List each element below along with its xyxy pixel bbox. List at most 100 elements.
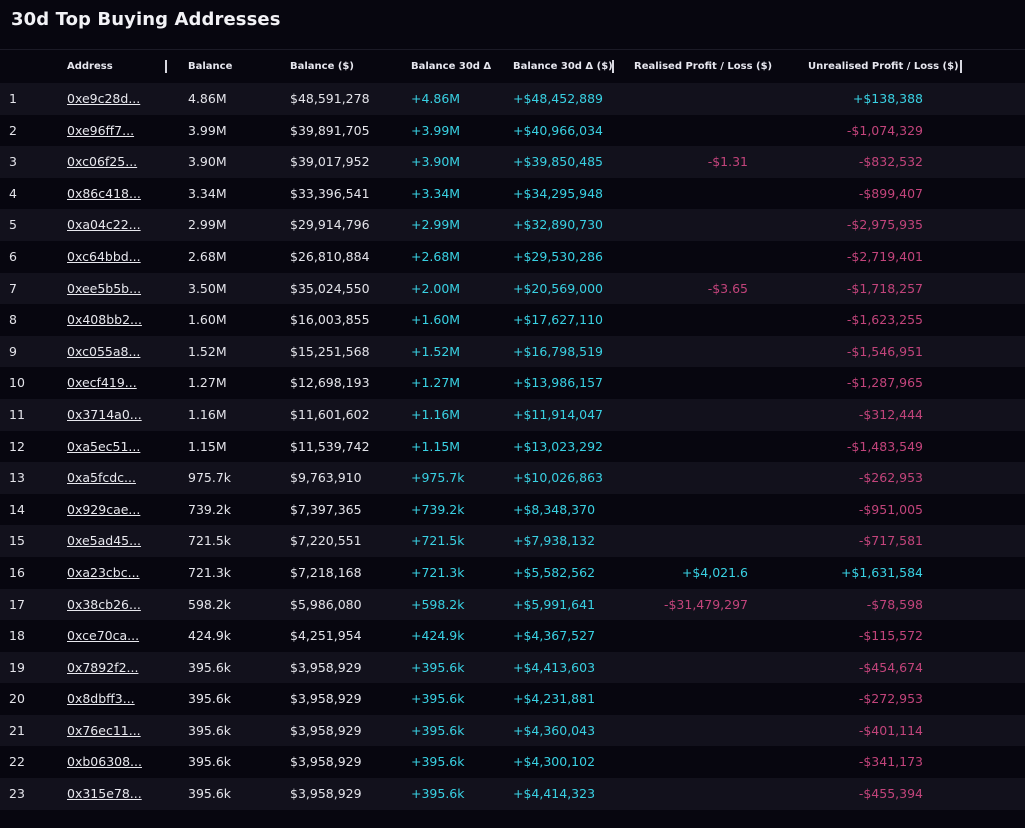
balance-usd-cell: $29,914,796	[290, 217, 370, 233]
unrealised-cell: -$115,572	[858, 628, 923, 644]
balance-30d-usd-cell: +$7,938,132	[513, 533, 596, 549]
address-link[interactable]: 0x8dbff3...	[67, 691, 135, 707]
balance-usd-cell: $7,218,168	[290, 564, 362, 580]
address-link[interactable]: 0xce70ca...	[67, 628, 140, 644]
balance-30d-cell: +424.9k	[411, 628, 465, 644]
balance-cell: 395.6k	[188, 722, 232, 738]
address-link[interactable]: 0x76ec11...	[67, 722, 141, 738]
balance-30d-cell: +1.16M	[411, 406, 461, 422]
unrealised-cell: -$272,953	[858, 691, 923, 707]
address-link[interactable]: 0x929cae...	[67, 501, 141, 517]
column-resize-handle[interactable]	[165, 60, 167, 73]
address-link[interactable]: 0xa04c22...	[67, 217, 141, 233]
unrealised-cell: -$2,719,401	[846, 248, 923, 264]
row-index: 6	[9, 248, 17, 264]
balance-usd-cell: $5,986,080	[290, 596, 362, 612]
balance-usd-cell: $3,958,929	[290, 691, 362, 707]
address-link[interactable]: 0x7892f2...	[67, 659, 139, 675]
column-header-address[interactable]: Address	[67, 61, 113, 72]
balance-30d-usd-cell: +$48,452,889	[513, 91, 603, 106]
realised-cell: -$31,479,297	[663, 596, 748, 612]
column-resize-handle[interactable]	[612, 60, 614, 73]
column-header-balance[interactable]: Balance	[188, 61, 233, 72]
address-link[interactable]: 0x38cb26...	[67, 596, 141, 612]
unrealised-cell: -$455,394	[858, 786, 923, 802]
table-row: 8 0x408bb2... 1.60M $16,003,855 +1.60M +$17,6…	[0, 304, 1025, 336]
balance-30d-cell: +1.52M	[411, 343, 461, 359]
balance-usd-cell: $3,958,929	[290, 722, 362, 738]
address-link[interactable]: 0xc06f25...	[67, 154, 138, 170]
balance-usd-cell: $7,220,551	[290, 533, 362, 549]
balance-30d-usd-cell: +$40,966,034	[513, 122, 603, 138]
balance-30d-usd-cell: +$29,530,286	[513, 248, 603, 264]
address-link[interactable]: 0x408bb2...	[67, 312, 142, 328]
unrealised-cell: +$1,631,584	[840, 564, 923, 580]
table-row: 10 0xecf419... 1.27M $12,698,193 +1.27M +$13,…	[0, 367, 1025, 399]
balance-usd-cell: $26,810,884	[290, 248, 370, 264]
addresses-table: Address Balance Balance ($) Balance 30d …	[0, 50, 1025, 810]
address-link[interactable]: 0xb06308...	[67, 754, 142, 770]
panel-title: 30d Top Buying Addresses	[11, 9, 281, 30]
row-index: 13	[9, 470, 25, 486]
address-link[interactable]: 0xa23cbc...	[67, 564, 140, 580]
table-row: 2 0xe96ff7... 3.99M $39,891,705 +3.99M +$40,9…	[0, 114, 1025, 147]
balance-cell: 3.99M	[188, 122, 227, 138]
balance-30d-usd-cell: +$11,914,047	[513, 406, 603, 422]
row-index: 7	[9, 280, 17, 296]
unrealised-cell: -$2,975,935	[846, 217, 923, 233]
address-link[interactable]: 0xc64bbd...	[67, 248, 141, 264]
address-link[interactable]: 0xe9c28d...	[67, 91, 141, 106]
address-link[interactable]: 0xecf419...	[67, 375, 137, 391]
balance-cell: 395.6k	[188, 659, 232, 675]
address-link[interactable]: 0xe96ff7...	[67, 122, 135, 138]
table-row: 17 0x38cb26... 598.2k $5,986,080 +598.2k +$5,…	[0, 588, 1025, 621]
column-resize-handle[interactable]	[960, 60, 962, 73]
unrealised-cell: -$717,581	[858, 533, 923, 549]
address-link[interactable]: 0x3714a0...	[67, 406, 142, 422]
balance-30d-cell: +2.00M	[411, 280, 461, 296]
column-header-balance-usd[interactable]: Balance ($)	[290, 61, 354, 72]
address-link[interactable]: 0x315e78...	[67, 786, 142, 802]
balance-usd-cell: $33,396,541	[290, 185, 370, 201]
address-link[interactable]: 0xa5ec51...	[67, 438, 141, 454]
address-link[interactable]: 0x86c418...	[67, 185, 141, 201]
address-link[interactable]: 0xe5ad45...	[67, 533, 142, 549]
table-row: 19 0x7892f2... 395.6k $3,958,929 +395.6k +$4,…	[0, 651, 1025, 684]
column-header-balance-30d-usd[interactable]: Balance 30d Δ ($)	[513, 61, 613, 72]
balance-30d-usd-cell: +$4,367,527	[513, 628, 596, 644]
address-link[interactable]: 0xee5b5b...	[67, 280, 142, 296]
balance-30d-usd-cell: +$10,026,863	[513, 470, 603, 486]
balance-cell: 395.6k	[188, 691, 232, 707]
balance-30d-usd-cell: +$13,023,292	[513, 438, 603, 454]
balance-30d-cell: +721.3k	[411, 564, 465, 580]
balance-cell: 739.2k	[188, 501, 232, 517]
unrealised-cell: -$1,546,951	[846, 343, 923, 359]
row-index: 14	[9, 501, 25, 517]
balance-30d-usd-cell: +$4,231,881	[513, 691, 596, 707]
table-row: 1 0xe9c28d... 4.86M $48,591,278 +4.86M +$48,4…	[0, 83, 1025, 115]
row-index: 5	[9, 217, 17, 233]
balance-cell: 395.6k	[188, 786, 232, 802]
column-header-balance-30d[interactable]: Balance 30d Δ	[411, 61, 492, 72]
balance-cell: 1.60M	[188, 312, 227, 328]
balance-cell: 1.16M	[188, 406, 227, 422]
balance-30d-cell: +739.2k	[411, 501, 465, 517]
row-index: 21	[9, 722, 25, 738]
unrealised-cell: -$401,114	[858, 722, 923, 738]
unrealised-cell: -$341,173	[858, 754, 923, 770]
column-header-realised[interactable]: Realised Profit / Loss ($)	[634, 61, 773, 72]
balance-cell: 3.50M	[188, 280, 227, 296]
unrealised-cell: +$138,388	[852, 91, 923, 106]
balance-30d-usd-cell: +$34,295,948	[513, 185, 603, 201]
balance-30d-cell: +3.90M	[411, 154, 461, 170]
balance-usd-cell: $12,698,193	[290, 375, 370, 391]
balance-cell: 2.99M	[188, 217, 227, 233]
balance-usd-cell: $48,591,278	[290, 91, 370, 106]
address-link[interactable]: 0xc055a8...	[67, 343, 141, 359]
balance-30d-usd-cell: +$17,627,110	[513, 312, 603, 328]
column-header-unrealised[interactable]: Unrealised Profit / Loss ($)	[808, 61, 959, 72]
address-link[interactable]: 0xa5fcdc...	[67, 470, 136, 486]
table-row: 6 0xc64bbd... 2.68M $26,810,884 +2.68M +$29,5…	[0, 240, 1025, 273]
balance-30d-cell: +395.6k	[411, 786, 465, 802]
